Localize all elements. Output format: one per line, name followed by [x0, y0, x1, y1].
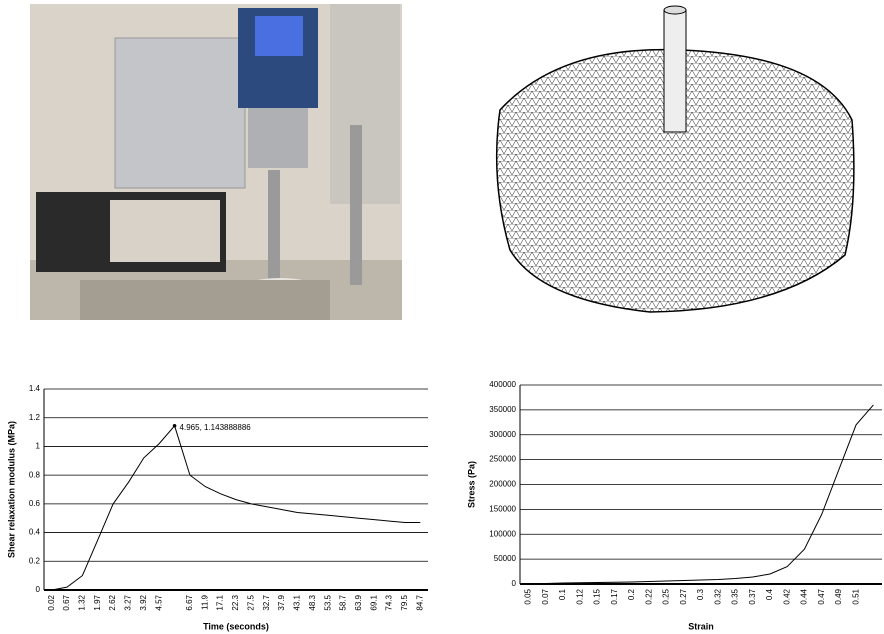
x-tick-label: 74.3: [385, 594, 394, 610]
x-tick-label: 0.37: [748, 588, 757, 604]
x-tick-label: 0.05: [524, 588, 533, 604]
x-tick-label: 32.7: [262, 594, 271, 610]
x-tick-label: 37.9: [277, 594, 286, 610]
x-tick-label: 0.1: [558, 588, 567, 600]
x-tick-label: 0.27: [679, 588, 688, 604]
data-line: [529, 405, 874, 584]
y-tick-label: 300000: [489, 430, 516, 439]
y-tick-label: 1: [36, 442, 41, 451]
x-tick-label: 3.92: [139, 594, 148, 610]
mesh-render: [497, 6, 854, 312]
x-tick-label: 69.1: [369, 594, 378, 610]
y-tick-label: 50000: [494, 554, 517, 563]
x-tick-label: 0.12: [575, 588, 584, 604]
figure: 0 0.2 0.4 0.6 0.8 1 1.2 1.4 0.02 0.67 1.32 1.97 2.62…: [0, 0, 884, 634]
y-tick-label: 0: [512, 579, 517, 588]
y-axis-title: Stress (Pa): [466, 461, 476, 508]
y-tick-label: 200000: [489, 480, 516, 489]
x-tick-label: 6.67: [185, 594, 194, 610]
charts: 0 0.2 0.4 0.6 0.8 1 1.2 1.4 0.02 0.67 1.32 1.97 2.62…: [6, 380, 882, 631]
y-tick-label: 0.6: [29, 499, 41, 508]
x-tick-label: 0.15: [593, 588, 602, 604]
x-tick-label: 0.67: [62, 594, 71, 610]
y-tick-label: 1.2: [29, 413, 41, 422]
y-tick-label: 100000: [489, 529, 516, 538]
y-tick-label: 1.4: [29, 384, 41, 393]
x-tick-label: 0.44: [800, 588, 809, 604]
x-tick-label: 22.3: [231, 594, 240, 610]
x-tick-label: 17.1: [216, 594, 225, 610]
x-tick-label: 58.7: [339, 594, 348, 610]
x-tick-label: 48.3: [308, 594, 317, 610]
y-tick-label: 0.4: [29, 528, 41, 537]
x-tick-label: 0.22: [644, 588, 653, 604]
x-tick-label: 4.57: [154, 594, 163, 610]
x-tick-label: 0.32: [713, 588, 722, 604]
x-tick-label: 0.35: [731, 588, 740, 604]
x-tick-label: 53.5: [323, 594, 332, 610]
x-tick-label: 11.9: [200, 594, 209, 610]
x-tick-label: 0.47: [817, 588, 826, 604]
y-tick-label: 400000: [489, 380, 516, 389]
y-tick-label: 0.2: [29, 556, 41, 565]
y-tick-label: 350000: [489, 405, 516, 414]
x-tick-label: 0.4: [765, 588, 774, 600]
y-axis-title: Shear relaxation modulus (MPa): [6, 421, 16, 558]
x-tick-label: 27.5: [246, 594, 255, 610]
x-tick-label: 0.02: [47, 594, 56, 610]
x-tick-label: 1.97: [93, 594, 102, 610]
x-tick-label: 0.49: [834, 588, 843, 604]
x-tick-label: 84.7: [415, 594, 424, 610]
x-tick-label: 0.25: [662, 588, 671, 604]
y-tick-label: 150000: [489, 504, 516, 513]
annotation: 4.965, 1.143888886: [180, 423, 252, 432]
x-tick-label: 63.9: [354, 594, 363, 610]
peak-marker: [173, 424, 177, 428]
instrument-photo: [30, 4, 402, 320]
x-tick-label: 0.2: [627, 588, 636, 600]
x-tick-label: 0.17: [610, 588, 619, 604]
x-tick-label: 0.51: [851, 588, 860, 604]
x-tick-label: 0.3: [696, 588, 705, 600]
y-tick-label: 250000: [489, 455, 516, 464]
x-tick-label: 43.1: [293, 594, 302, 610]
data-line: [52, 426, 421, 590]
y-tick-label: 0: [36, 585, 41, 594]
x-axis-title: Time (seconds): [203, 621, 269, 631]
x-tick-label: 0.07: [541, 588, 550, 604]
y-tick-label: 0.8: [29, 470, 41, 479]
x-tick-label: 1.32: [78, 594, 87, 610]
x-tick-label: 2.62: [108, 594, 117, 610]
x-axis-title: Strain: [688, 621, 714, 631]
x-tick-label: 0.42: [782, 588, 791, 604]
x-tick-label: 79.5: [400, 594, 409, 610]
x-tick-label: 3.27: [124, 594, 133, 610]
